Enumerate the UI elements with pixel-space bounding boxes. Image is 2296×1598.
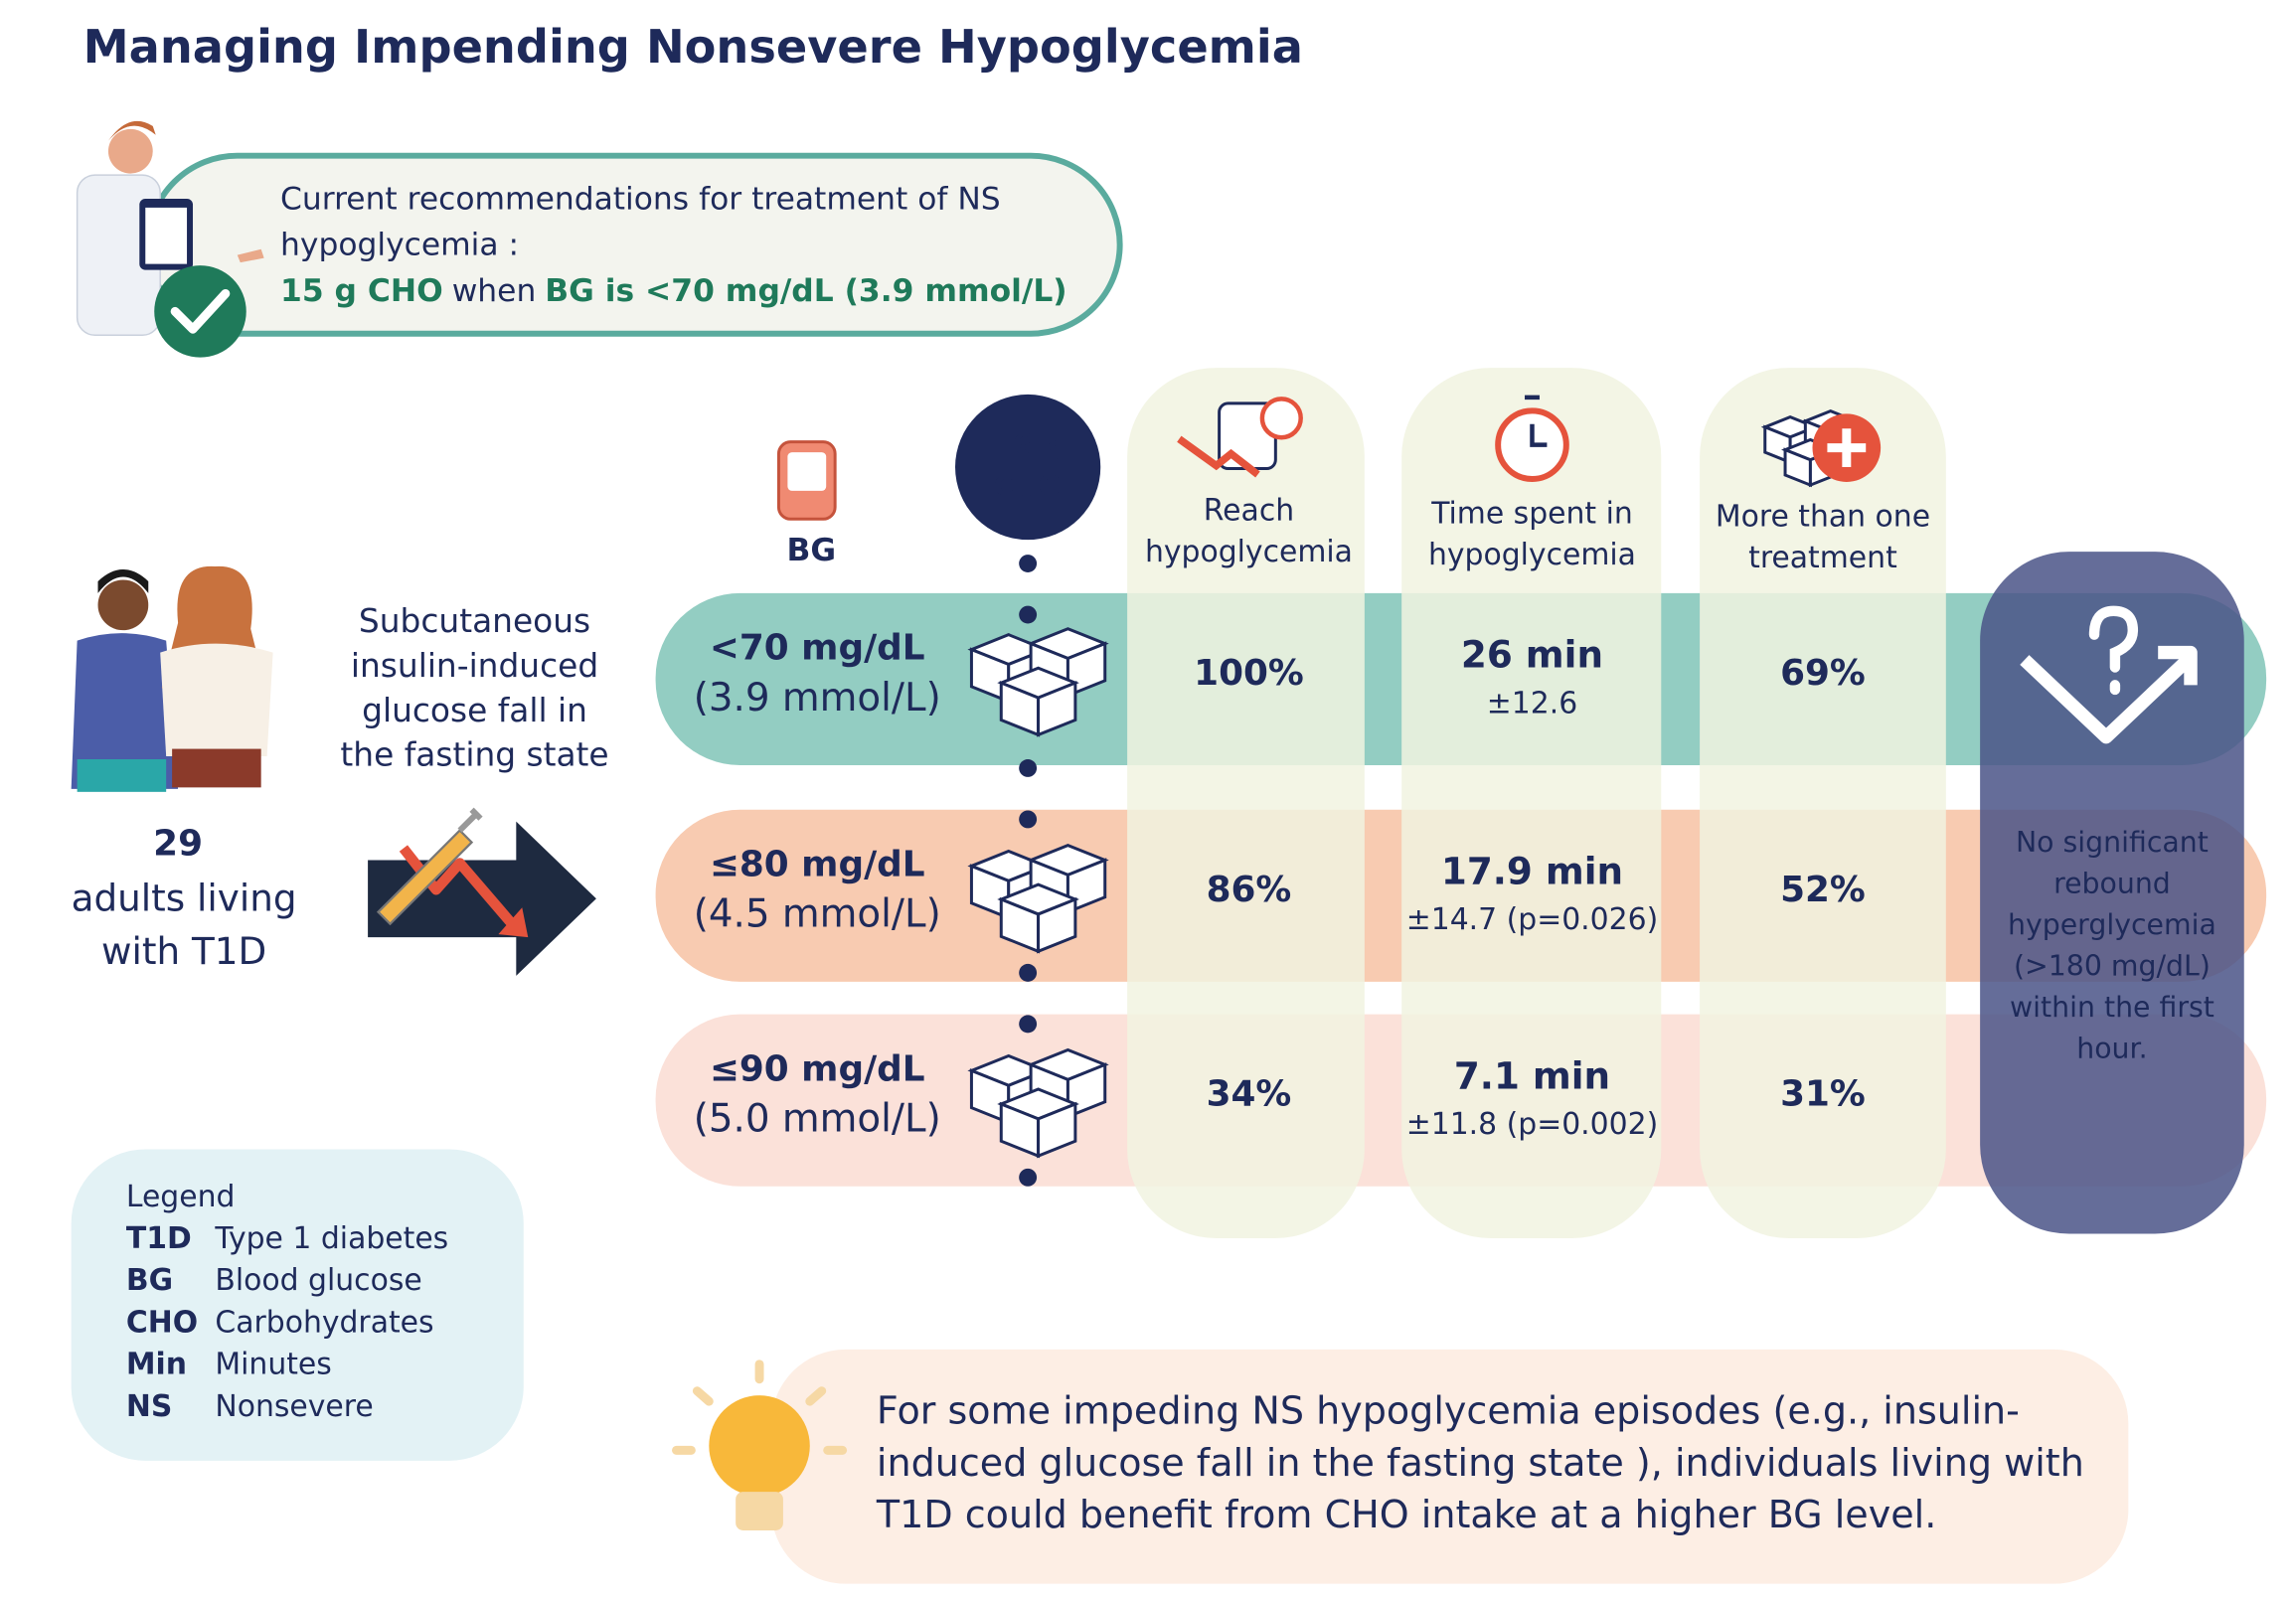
- connector: when: [452, 273, 537, 309]
- legend-abbr: NS: [126, 1389, 172, 1424]
- recommendation-threshold-line: 15 g CHO when BG is <70 mg/dL (3.9 mmol/L): [280, 273, 1067, 309]
- dose: 15 g CHO: [280, 273, 443, 309]
- threshold: BG is <70 mg/dL (3.9 mmol/L): [545, 273, 1066, 309]
- timeline-dot: [1019, 963, 1038, 982]
- cho-circle: [955, 394, 1101, 541]
- legend-title: Legend: [126, 1180, 236, 1214]
- results-table: [655, 368, 2267, 1238]
- timeline-dot: [1019, 605, 1038, 624]
- recommendation-text: hypoglycemia :: [280, 228, 519, 263]
- column-header: hypoglycemia: [1145, 535, 1353, 569]
- reach-icon-arrow: [1177, 435, 1260, 478]
- column-header: treatment: [1748, 541, 1897, 575]
- time-value: 17.9 min: [1441, 849, 1623, 892]
- rebound-text: (>180 mg/dL): [2014, 950, 2211, 983]
- bg-threshold: ≤80 mg/dL: [710, 844, 925, 884]
- rebound-text: within the first: [2010, 991, 2214, 1024]
- bg-threshold: ≤90 mg/dL: [710, 1048, 925, 1089]
- treatment-value: 69%: [1780, 653, 1866, 694]
- legend-abbr: T1D: [126, 1221, 192, 1256]
- bg-mmol: (5.0 mmol/L): [694, 1097, 941, 1142]
- doctor-illustration: [76, 120, 264, 336]
- population: adults living: [72, 876, 297, 919]
- tip-text: T1D could benefit from CHO intake at a h…: [876, 1493, 1936, 1536]
- question-mark: [2088, 605, 2139, 696]
- timeline-dot: [1019, 759, 1038, 777]
- cho-label: 16 g: [993, 428, 1063, 461]
- cho-label: CHO: [994, 470, 1063, 503]
- column-band: [1700, 368, 1946, 1238]
- condition: Subcutaneous: [359, 602, 590, 640]
- rebound-icon: [2020, 605, 2198, 744]
- bg-threshold: <70 mg/dL: [710, 628, 925, 669]
- condition: glucose fall in: [362, 692, 587, 729]
- tip-text: For some impeding NS hypoglycemia episod…: [877, 1389, 2020, 1433]
- sugar-cubes-icon: [967, 843, 1109, 954]
- time-detail: ±11.8 (p=0.002): [1406, 1107, 1658, 1142]
- sugar-cubes-icon: [967, 627, 1109, 737]
- column-header: hypoglycemia: [1428, 538, 1636, 572]
- sugar-cube: [1037, 1101, 1077, 1159]
- bg-header: BG: [786, 533, 836, 568]
- treatment-value: 52%: [1780, 870, 1866, 910]
- treatment-value: 31%: [1780, 1074, 1866, 1115]
- recommendation-text: Current recommendations for treatment of…: [280, 181, 1001, 217]
- timeline-dot: [1019, 1168, 1038, 1187]
- legend-definition: Minutes: [215, 1348, 331, 1382]
- legend-abbr: BG: [126, 1263, 173, 1298]
- legend-abbr: CHO: [126, 1305, 198, 1340]
- timeline-dot: [1019, 1015, 1038, 1034]
- sugar-cube: [1037, 896, 1077, 954]
- legend-definition: Carbohydrates: [215, 1305, 433, 1340]
- check-badge: [154, 265, 246, 358]
- time-value: 7.1 min: [1454, 1053, 1610, 1097]
- population: with T1D: [101, 929, 266, 973]
- reach-value: 34%: [1207, 1074, 1292, 1115]
- participants: 29: [153, 824, 203, 865]
- time-detail: ±14.7 (p=0.026): [1406, 902, 1658, 937]
- bg-mmol: (4.5 mmol/L): [694, 892, 941, 937]
- sugar-cube: [1037, 680, 1077, 737]
- people-illustration: [71, 565, 273, 792]
- timer-hands: [1525, 395, 1548, 447]
- timeline-dot: [1019, 810, 1038, 829]
- legend-box: [71, 1149, 524, 1461]
- legend-definition: Nonsevere: [215, 1389, 373, 1424]
- legend-abbr: Min: [126, 1348, 187, 1382]
- sugar-cubes-icon: [967, 1047, 1109, 1159]
- lightbulb-icon: [672, 1359, 848, 1530]
- rebound-arrow: [2020, 645, 2198, 744]
- reach-value: 86%: [1207, 870, 1292, 910]
- tip-text: induced glucose fall in the fasting stat…: [877, 1441, 2084, 1485]
- plus-sign: [1827, 428, 1867, 468]
- rebound-column: [1980, 552, 2244, 1234]
- column-band: [1401, 368, 1662, 1238]
- column-header: Reach: [1204, 493, 1294, 528]
- timeline-dot: [1019, 555, 1038, 572]
- time-detail: ±12.6: [1487, 686, 1577, 720]
- time-value: 26 min: [1461, 633, 1603, 677]
- tip-box: [770, 1349, 2129, 1584]
- title: Managing Impending Nonsevere Hypoglycemi…: [83, 20, 1303, 74]
- reach-value: 100%: [1194, 653, 1304, 694]
- legend-definition: Blood glucose: [215, 1263, 421, 1298]
- text-layer: Managing Impending Nonsevere Hypoglycemi…: [72, 20, 2216, 1536]
- rebound-text: No significant: [2016, 826, 2209, 859]
- bg-meter-screen: [787, 452, 827, 491]
- reach-icon-alert: [1259, 397, 1303, 440]
- rebound-text: hyperglycemia: [2008, 908, 2216, 941]
- glucose-fall-arrow: [368, 807, 596, 976]
- legend-definition: Type 1 diabetes: [214, 1221, 448, 1256]
- column-band: [1127, 368, 1365, 1238]
- rebound-text: hour.: [2076, 1032, 2147, 1064]
- column-header: More than one: [1716, 499, 1930, 534]
- condition: insulin-induced: [351, 647, 598, 685]
- rebound-text: rebound: [2053, 868, 2171, 900]
- condition: the fasting state: [340, 736, 608, 774]
- column-header: Time spent in: [1430, 496, 1633, 531]
- bg-mmol: (3.9 mmol/L): [694, 676, 941, 720]
